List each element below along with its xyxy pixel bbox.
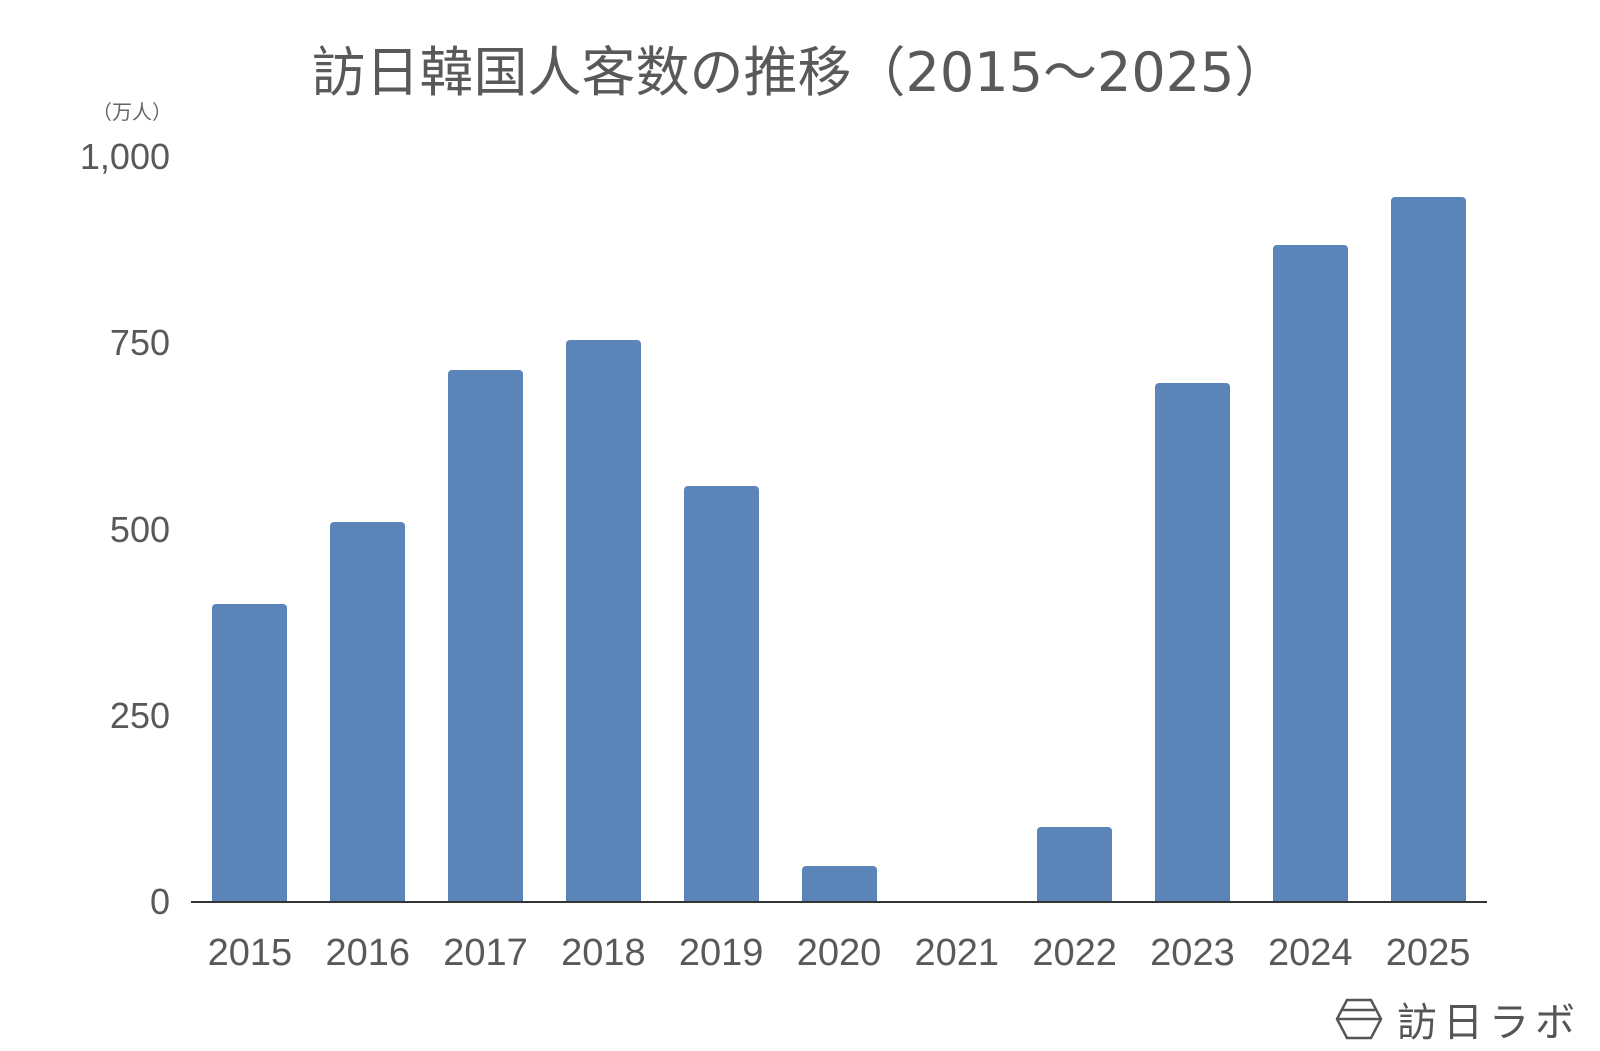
bar-2016 (330, 522, 406, 902)
chart-title: 訪日韓国人客数の推移（2015〜2025） (311, 41, 1289, 104)
bar-2023 (1154, 383, 1230, 902)
brand-logo-text: 訪日ラボ (1397, 1000, 1581, 1046)
bar-2020 (801, 865, 877, 902)
brand-logo: 訪日ラボ (1335, 990, 1581, 1048)
bar-2019 (683, 486, 759, 902)
x-tick-label: 2017 (443, 932, 528, 974)
x-tick-label: 2015 (207, 932, 293, 974)
x-tick-label: 2021 (914, 932, 1000, 974)
x-tick-label: 2019 (678, 932, 764, 974)
plot-area (191, 157, 1487, 902)
x-tick-label: 2020 (796, 932, 882, 974)
y-tick-label: 1,000 (79, 136, 170, 177)
x-tick-label: 2022 (1032, 932, 1117, 974)
x-tick-label: 2024 (1267, 932, 1353, 974)
x-tick-label: 2018 (561, 932, 646, 974)
y-tick-label: 0 (149, 881, 170, 922)
bar-2022 (1037, 826, 1113, 902)
hexagon-logo-icon (1335, 998, 1383, 1040)
y-tick-label: 250 (109, 694, 170, 736)
bar-2025 (1390, 197, 1466, 902)
bar-2015 (212, 604, 288, 902)
y-tick-label: 500 (109, 508, 170, 550)
x-axis-line (191, 901, 1487, 903)
y-axis-unit-label: （万人） (92, 100, 172, 124)
x-tick-label: 2023 (1150, 932, 1235, 974)
x-tick-label: 2025 (1385, 932, 1471, 974)
x-tick-label: 2016 (325, 932, 410, 974)
bar-2024 (1272, 244, 1348, 902)
bar-2017 (448, 370, 524, 902)
y-tick-label: 750 (109, 322, 170, 364)
bar-2018 (565, 340, 641, 902)
